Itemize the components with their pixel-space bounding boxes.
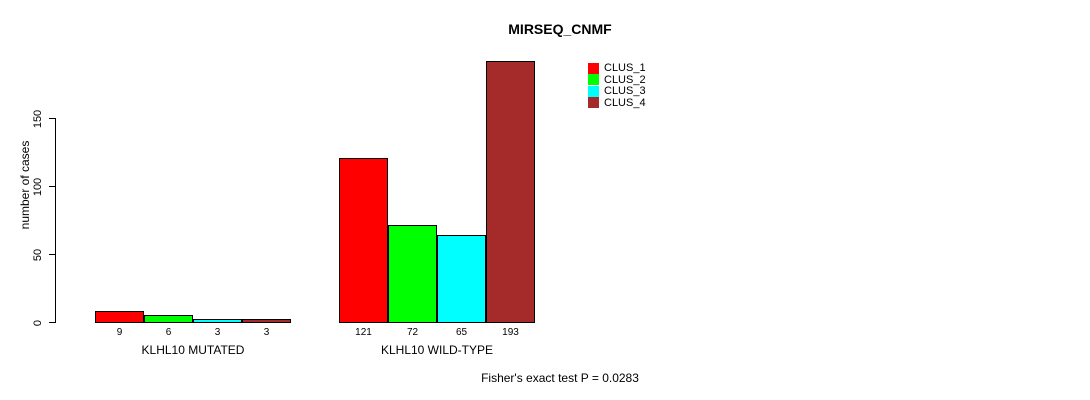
legend-swatch-clus_2: [588, 74, 599, 85]
legend-label: CLUS_3: [604, 85, 646, 97]
y-axis-tick-label: 100: [32, 177, 44, 197]
y-axis-tick: [49, 254, 56, 255]
bar-clus_2: [144, 314, 193, 323]
y-axis-tick: [49, 186, 56, 187]
legend-swatch-clus_3: [588, 85, 599, 97]
legend-label: CLUS_2: [604, 73, 646, 86]
legend-label: CLUS_1: [604, 62, 646, 74]
y-axis-tick-label: 150: [32, 109, 44, 129]
y-axis-label: number of cases: [18, 140, 32, 230]
x-category-label: KLHL10 MUTATED: [141, 343, 245, 357]
bar-value-label: 72: [406, 327, 419, 338]
y-axis-tick: [49, 118, 56, 119]
legend-swatch-clus_4: [588, 97, 599, 108]
bar-clus_1: [339, 158, 388, 323]
y-axis-tick-label: 50: [32, 248, 44, 262]
bar-value-label: 9: [116, 327, 123, 338]
y-axis-tick-label: 0: [32, 319, 44, 327]
annotation-text: Fisher's exact test P = 0.0283: [481, 371, 639, 385]
legend-label: CLUS_4: [604, 96, 646, 109]
bar-clus_4: [486, 60, 535, 323]
legend-swatch-clus_1: [588, 62, 599, 74]
bar-value-label: 193: [502, 327, 519, 338]
x-category-label: KLHL10 WILD-TYPE: [380, 343, 494, 357]
chart-title: MIRSEQ_CNMF: [508, 21, 612, 37]
bar-value-label: 3: [214, 327, 221, 338]
bar-clus_3: [193, 318, 242, 323]
bar-value-label: 65: [455, 327, 468, 338]
bar-value-label: 121: [355, 327, 372, 338]
bar-value-label: 3: [263, 327, 270, 338]
bar-clus_1: [95, 310, 144, 323]
bar-clus_3: [437, 234, 486, 323]
y-axis-tick: [49, 322, 56, 323]
bar-clus_4: [242, 318, 291, 323]
bar-clus_2: [388, 225, 437, 323]
bar-value-label: 6: [165, 327, 172, 338]
y-axis-line: [55, 119, 56, 323]
